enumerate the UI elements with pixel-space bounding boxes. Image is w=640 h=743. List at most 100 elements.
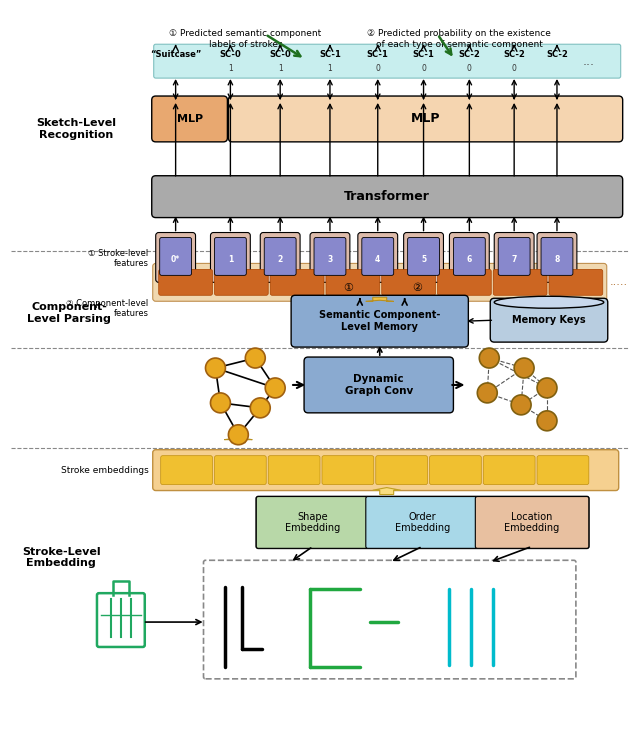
Text: 2: 2 — [278, 255, 283, 264]
Text: ...: ... — [583, 55, 595, 68]
FancyBboxPatch shape — [214, 455, 266, 484]
Text: .....: ..... — [610, 277, 628, 288]
FancyBboxPatch shape — [214, 238, 246, 276]
Text: Component-
Level Parsing: Component- Level Parsing — [27, 302, 111, 324]
Text: 5: 5 — [421, 255, 426, 264]
FancyBboxPatch shape — [376, 455, 428, 484]
FancyBboxPatch shape — [304, 357, 453, 413]
Text: 7: 7 — [511, 255, 517, 264]
FancyBboxPatch shape — [498, 238, 530, 276]
FancyBboxPatch shape — [97, 593, 145, 647]
Text: SC-2: SC-2 — [503, 50, 525, 59]
FancyBboxPatch shape — [153, 450, 619, 490]
FancyArrow shape — [225, 438, 252, 443]
FancyBboxPatch shape — [438, 270, 492, 295]
FancyBboxPatch shape — [156, 233, 196, 282]
FancyBboxPatch shape — [537, 455, 589, 484]
Text: Shape
Embedding: Shape Embedding — [285, 512, 340, 533]
Text: Stroke embeddings: Stroke embeddings — [61, 466, 148, 475]
FancyBboxPatch shape — [270, 270, 324, 295]
FancyBboxPatch shape — [483, 455, 535, 484]
Text: 0: 0 — [512, 64, 516, 73]
Text: Transformer: Transformer — [344, 190, 429, 203]
Circle shape — [228, 425, 248, 445]
Text: SC-0: SC-0 — [269, 50, 291, 59]
FancyBboxPatch shape — [449, 233, 489, 282]
Text: 4: 4 — [375, 255, 380, 264]
Text: MLP: MLP — [411, 112, 440, 126]
FancyBboxPatch shape — [204, 560, 576, 679]
Text: SC-2: SC-2 — [458, 50, 480, 59]
Text: 1: 1 — [228, 255, 233, 264]
FancyArrow shape — [372, 487, 401, 495]
Text: ① Predicted semantic component
labels of strokes: ① Predicted semantic component labels of… — [169, 29, 321, 49]
FancyBboxPatch shape — [494, 233, 534, 282]
FancyBboxPatch shape — [268, 455, 320, 484]
Circle shape — [245, 348, 265, 368]
Text: 0: 0 — [467, 64, 472, 73]
Circle shape — [211, 393, 230, 413]
Circle shape — [205, 358, 225, 378]
Text: 1: 1 — [328, 64, 332, 73]
FancyBboxPatch shape — [211, 233, 250, 282]
Text: Stroke-Level
Embedding: Stroke-Level Embedding — [22, 547, 100, 568]
Text: “Suitcase”: “Suitcase” — [150, 50, 202, 59]
Text: SC-0: SC-0 — [220, 50, 241, 59]
FancyBboxPatch shape — [264, 238, 296, 276]
Text: 0: 0 — [421, 64, 426, 73]
Text: 1: 1 — [228, 64, 233, 73]
FancyBboxPatch shape — [408, 238, 440, 276]
Text: ① Stroke-level
features: ① Stroke-level features — [88, 249, 148, 268]
Text: Memory Keys: Memory Keys — [512, 315, 586, 325]
FancyBboxPatch shape — [159, 270, 212, 295]
Circle shape — [514, 358, 534, 378]
FancyBboxPatch shape — [256, 496, 589, 548]
FancyBboxPatch shape — [152, 176, 623, 218]
FancyBboxPatch shape — [322, 455, 374, 484]
FancyBboxPatch shape — [161, 455, 212, 484]
Text: Dynamic
Graph Conv: Dynamic Graph Conv — [344, 374, 413, 396]
Text: SC-1: SC-1 — [367, 50, 388, 59]
FancyBboxPatch shape — [366, 496, 479, 548]
Text: SC-1: SC-1 — [319, 50, 341, 59]
Text: 8: 8 — [554, 255, 559, 264]
Circle shape — [511, 395, 531, 415]
FancyBboxPatch shape — [160, 238, 191, 276]
Circle shape — [537, 378, 557, 398]
Text: 1: 1 — [278, 64, 282, 73]
FancyBboxPatch shape — [381, 270, 435, 295]
FancyBboxPatch shape — [260, 233, 300, 282]
Circle shape — [265, 378, 285, 398]
FancyBboxPatch shape — [154, 45, 621, 78]
FancyBboxPatch shape — [310, 233, 350, 282]
FancyArrow shape — [366, 297, 394, 302]
Text: 0: 0 — [375, 64, 380, 73]
FancyBboxPatch shape — [291, 295, 468, 347]
FancyBboxPatch shape — [326, 270, 380, 295]
Text: 3: 3 — [327, 255, 333, 264]
FancyBboxPatch shape — [358, 233, 397, 282]
FancyBboxPatch shape — [214, 270, 268, 295]
Ellipse shape — [494, 296, 604, 308]
Circle shape — [250, 398, 270, 418]
FancyBboxPatch shape — [453, 238, 485, 276]
FancyBboxPatch shape — [490, 298, 608, 342]
Circle shape — [477, 383, 497, 403]
Text: Location
Embedding: Location Embedding — [504, 512, 560, 533]
Text: SC-1: SC-1 — [413, 50, 435, 59]
Circle shape — [479, 348, 499, 368]
FancyBboxPatch shape — [541, 238, 573, 276]
FancyBboxPatch shape — [549, 270, 603, 295]
Text: ①: ① — [343, 283, 353, 293]
Text: ② Predicted probability on the existence
of each type of semantic component: ② Predicted probability on the existence… — [367, 29, 551, 49]
Text: Sketch-Level
Recognition: Sketch-Level Recognition — [36, 118, 116, 140]
FancyBboxPatch shape — [362, 238, 394, 276]
FancyBboxPatch shape — [476, 496, 589, 548]
Text: ② Component-level
features: ② Component-level features — [67, 299, 148, 318]
FancyBboxPatch shape — [152, 96, 227, 142]
FancyBboxPatch shape — [228, 96, 623, 142]
FancyBboxPatch shape — [404, 233, 444, 282]
Text: 0*: 0* — [171, 255, 180, 264]
Circle shape — [537, 411, 557, 431]
Text: SC-2: SC-2 — [546, 50, 568, 59]
